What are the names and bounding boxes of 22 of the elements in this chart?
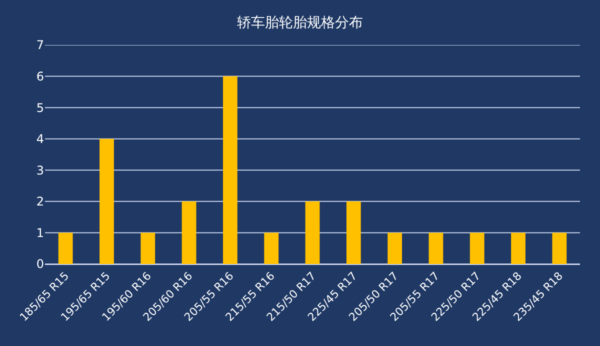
bar [100, 138, 114, 264]
bar [222, 76, 238, 264]
bar [264, 232, 279, 264]
y-tick-label: 1 [36, 226, 44, 240]
y-tick-label: 0 [36, 257, 44, 272]
bar [511, 232, 526, 264]
y-tick-label: 7 [36, 38, 44, 52]
bar [305, 201, 320, 264]
y-tick-label: 4 [36, 132, 44, 146]
bar [470, 232, 484, 264]
bar [388, 232, 402, 264]
y-tick-label: 3 [36, 163, 44, 178]
bar [428, 232, 444, 264]
bar [346, 201, 361, 264]
bar [552, 232, 567, 264]
y-tick-label: 2 [36, 194, 44, 209]
bar [140, 232, 156, 264]
chart-title: 轿车胎轮胎规格分布 [237, 15, 363, 32]
bar [182, 201, 196, 264]
y-tick-label: 6 [36, 69, 44, 84]
y-tick-label: 5 [36, 100, 44, 115]
bar [58, 232, 73, 264]
